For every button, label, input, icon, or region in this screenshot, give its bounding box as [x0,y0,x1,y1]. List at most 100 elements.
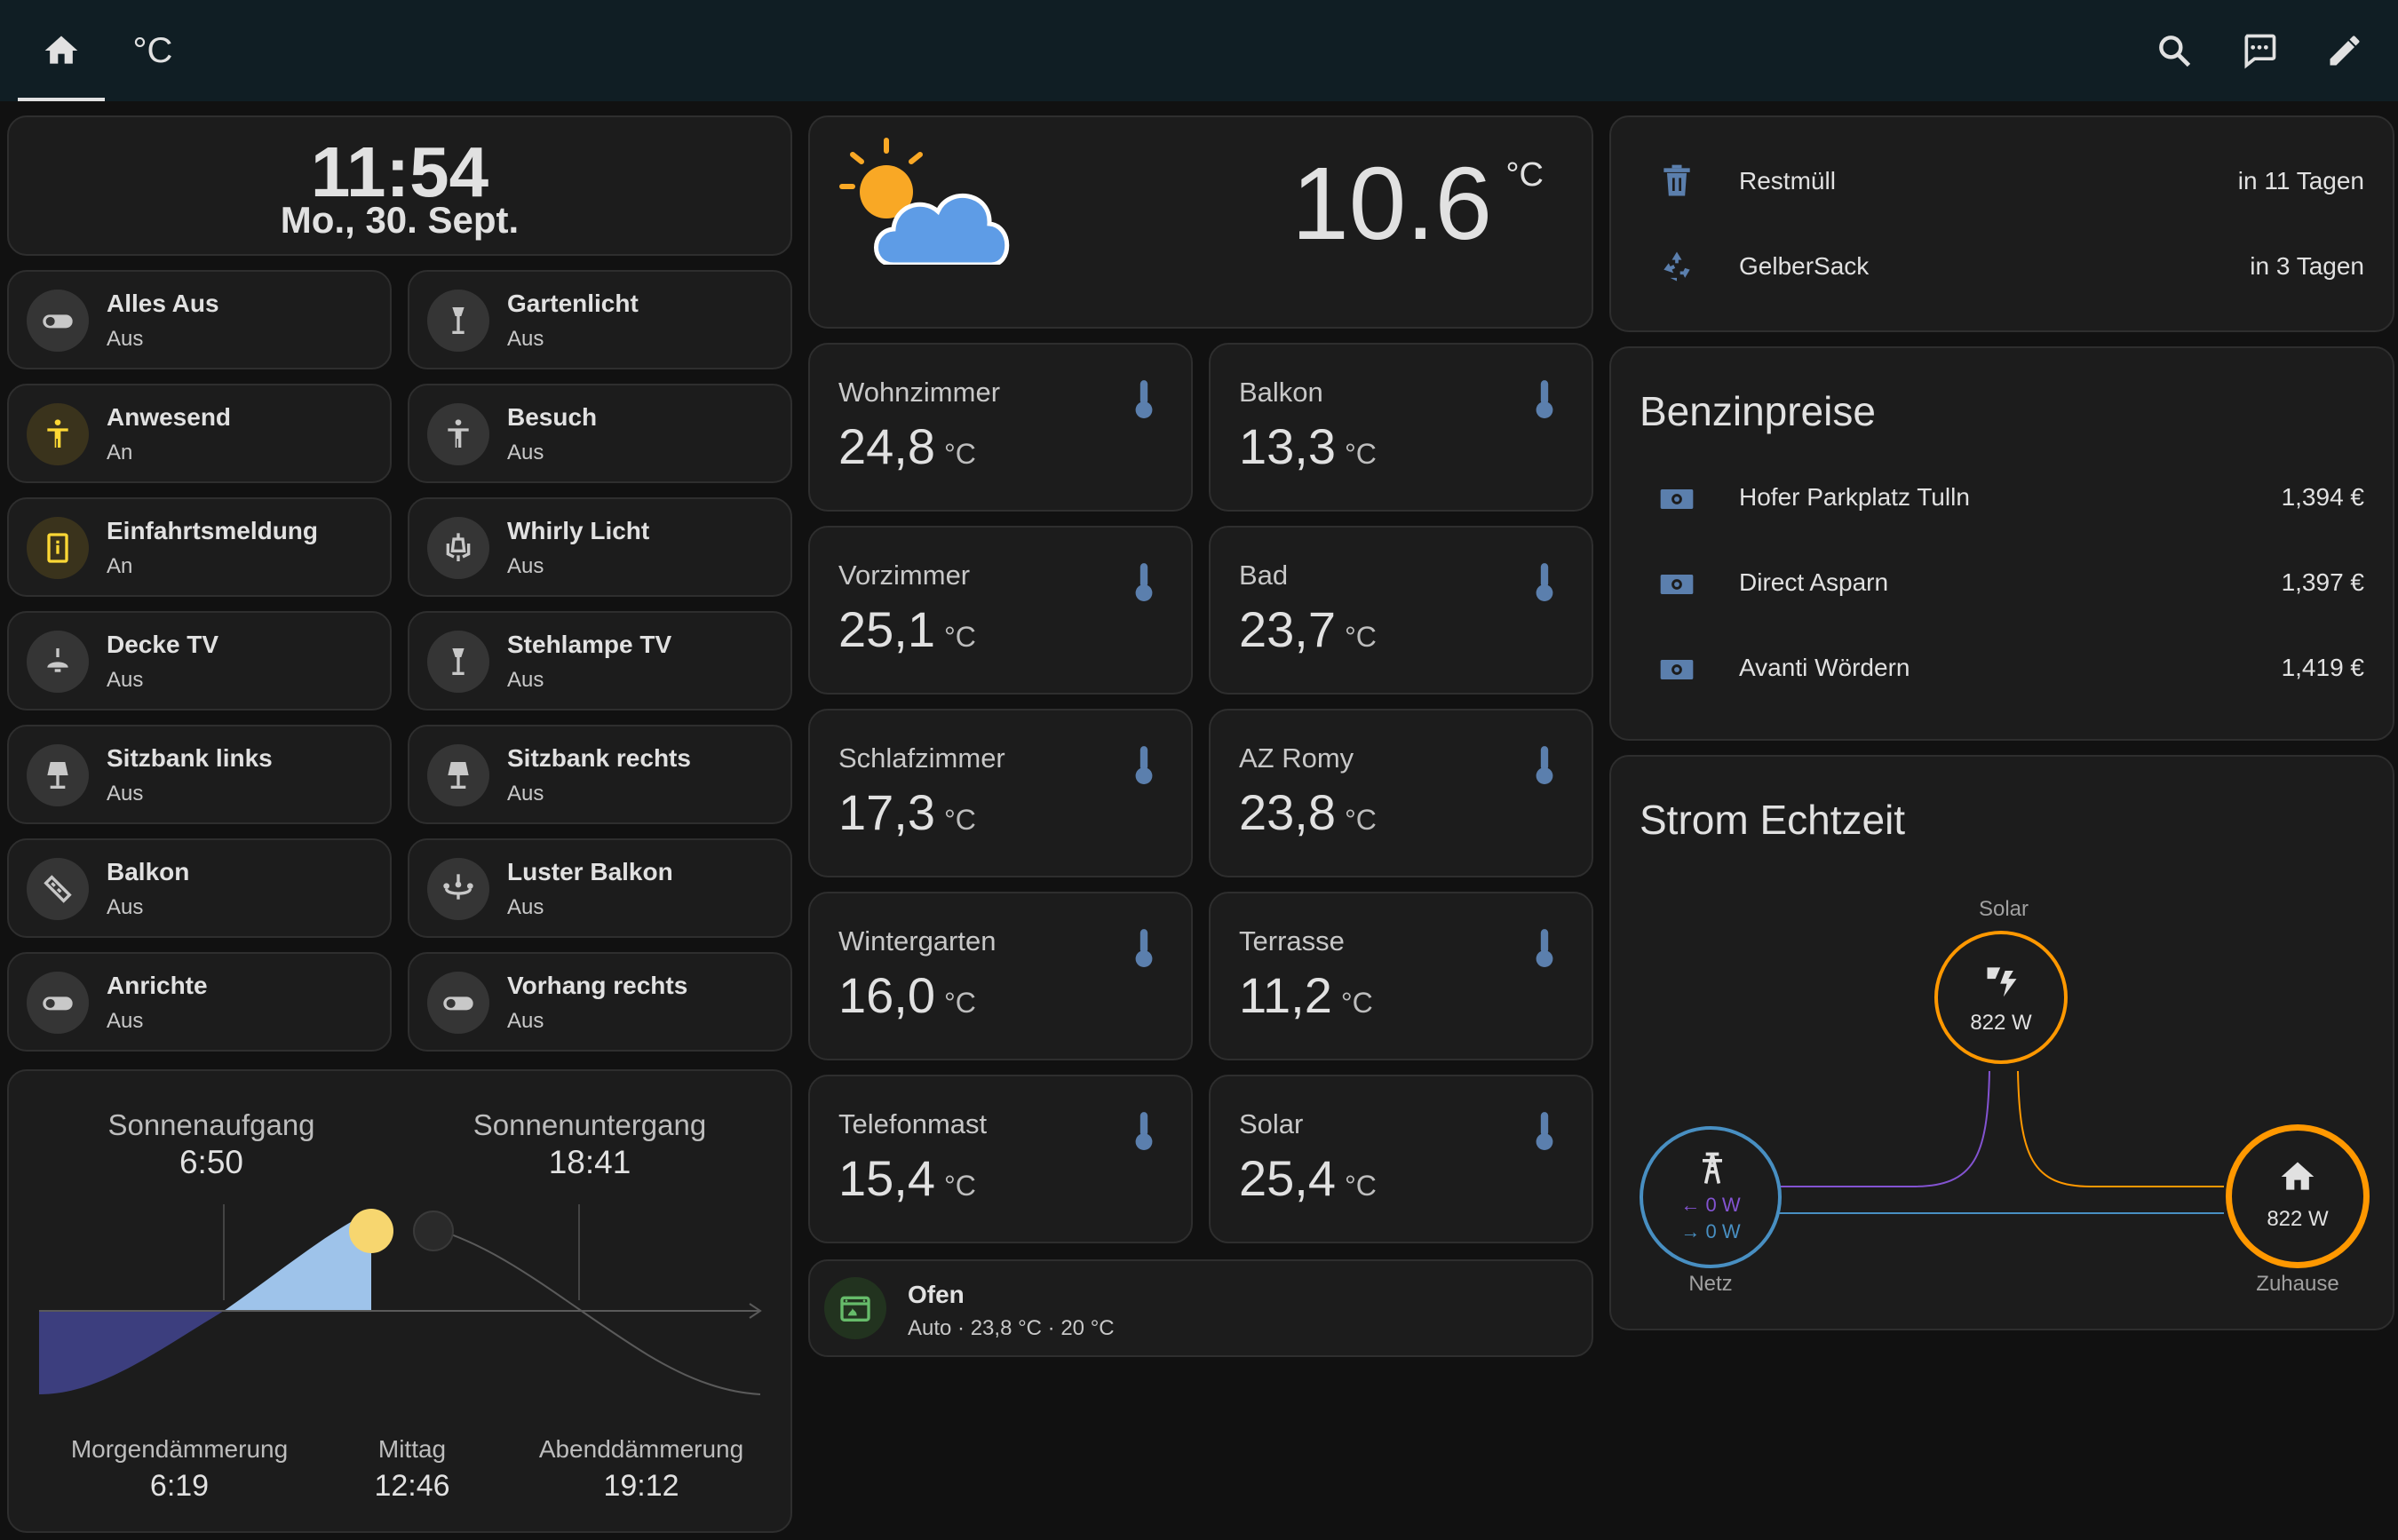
search-icon[interactable] [2155,31,2194,70]
toggle-switch-icon [441,985,476,1020]
sensor-value-row: 17,3 °C [838,783,976,841]
tile-icon-button[interactable] [27,972,89,1034]
sensor-tile-telefonmast[interactable]: Telefonmast 15,4 °C [808,1075,1193,1243]
tile-luster-balkon[interactable]: Luster Balkon Aus [408,838,792,938]
thermometer-icon [1536,746,1553,784]
home-icon [2281,1162,2315,1190]
tile-icon-button[interactable] [427,403,489,465]
sensor-tile-terrasse[interactable]: Terrasse 11,2 °C [1209,892,1593,1060]
tab-temperature[interactable]: °C [115,0,190,101]
sensor-name: Vorzimmer [838,560,971,591]
tile-state: An [107,441,133,464]
home-node[interactable]: 822 W [2226,1124,2370,1268]
tile-icon-button[interactable] [427,744,489,806]
chandelier-icon [441,871,476,907]
sensor-tile-balkon[interactable]: Balkon 13,3 °C [1209,343,1593,512]
fuel-price: 1,397 € [2281,568,2364,596]
tile-name: Stehlampe TV [507,631,672,658]
tile-state: Aus [107,782,144,806]
fuel-price: 1,394 € [2281,483,2364,511]
tile-icon-button[interactable] [427,631,489,693]
tile-gartenlicht[interactable]: Gartenlicht Aus [408,270,792,369]
dusk-time: 19:12 [603,1469,679,1503]
tile-name: Sitzbank rechts [507,744,691,772]
fuel-card-title: Benzinpreise [1640,388,1876,434]
tile-decke-tv[interactable]: Decke TV Aus [7,611,392,710]
sensor-name: Solar [1239,1108,1304,1139]
sunrise-label: Sonnenaufgang [107,1108,315,1141]
tile-icon-button[interactable] [27,290,89,352]
sun-curve-rest [429,1226,761,1395]
tile-icon-button[interactable] [27,744,89,806]
solar-value: 822 W [1970,1011,2032,1035]
thermometer-icon [1135,929,1153,967]
tile-vorhang-rechts[interactable]: Vorhang rechts Aus [408,952,792,1052]
tile-icon-button[interactable] [27,403,89,465]
sensor-tile-schlafzimmer[interactable]: Schlafzimmer 17,3 °C [808,709,1193,877]
tile-icon-button[interactable] [27,631,89,693]
sensor-unit: °C [944,804,976,836]
tile-sitzbank-rechts[interactable]: Sitzbank rechts Aus [408,725,792,824]
sensor-value-row: 23,7 °C [1239,600,1377,658]
tab-home[interactable] [18,0,105,101]
tile-icon-button[interactable] [27,517,89,579]
thermometer-icon [1135,1112,1153,1150]
sensor-value: 13,3 [1239,418,1336,474]
tile-name: Balkon [107,858,190,885]
sensor-value-row: 24,8 °C [838,417,976,475]
sensor-unit: °C [1345,804,1377,836]
tile-stehlampe-tv[interactable]: Stehlampe TV Aus [408,611,792,710]
fuel-station-name: Direct Asparn [1739,568,1889,596]
sensor-unit: °C [1340,987,1373,1019]
grid-node[interactable]: ← 0 W → 0 W [1640,1126,1782,1268]
trash-can-icon [1664,164,1690,196]
thermometer-icon [1536,563,1553,601]
sensor-tile-solar[interactable]: Solar 25,4 °C [1209,1075,1593,1243]
sensor-value: 15,4 [838,1150,935,1206]
tile-alles-aus[interactable]: Alles Aus Aus [7,270,392,369]
home-label: Zuhause [2256,1272,2339,1296]
tile-balkon[interactable]: Balkon Aus [7,838,392,938]
tile-name: Anrichte [107,972,208,999]
sensor-value: 11,2 [1239,967,1332,1023]
sensor-unit: °C [1345,1170,1377,1202]
assist-chat-icon[interactable] [2240,31,2279,70]
sensor-tile-wohnzimmer[interactable]: Wohnzimmer 24,8 °C [808,343,1193,512]
tile-icon-button[interactable] [427,290,489,352]
person-icon [441,417,476,452]
tile-sitzbank-links[interactable]: Sitzbank links Aus [7,725,392,824]
tile-icon-button[interactable] [27,858,89,920]
solar-node[interactable]: 822 W [1934,931,2068,1064]
thermostat-tile-ofen[interactable]: Ofen Auto · 23,8 °C · 20 °C [808,1259,1593,1357]
sensor-tile-wintergarten[interactable]: Wintergarten 16,0 °C [808,892,1193,1060]
sensor-tile-az-romy[interactable]: AZ Romy 23,8 °C [1209,709,1593,877]
weather-card[interactable]: 10.6 °C [808,115,1593,329]
thermostat-icon-wrap[interactable] [824,1277,886,1339]
sensor-tile-bad[interactable]: Bad 23,7 °C [1209,526,1593,695]
tile-besuch[interactable]: Besuch Aus [408,384,792,483]
sensor-value-row: 16,0 °C [838,966,976,1024]
tile-name: Alles Aus [107,290,219,317]
sensor-name: Terrasse [1239,925,1345,957]
thermometer-icon [1536,1112,1553,1150]
sensor-value: 17,3 [838,784,935,840]
tile-state: Aus [507,1009,544,1033]
sensor-tile-vorzimmer[interactable]: Vorzimmer 25,1 °C [808,526,1193,695]
sensor-unit: °C [1345,621,1377,653]
tile-icon-button[interactable] [427,517,489,579]
edit-pencil-icon[interactable] [2325,31,2364,70]
tile-whirly-licht[interactable]: Whirly Licht Aus [408,497,792,597]
tile-name: Luster Balkon [507,858,673,885]
tile-name: Vorhang rechts [507,972,688,999]
tile-name: Whirly Licht [507,517,650,544]
thermometer-icon [1536,380,1553,418]
tile-einfahrtsmeldung[interactable]: Einfahrtsmeldung An [7,497,392,597]
waste-row-value: in 11 Tagen [2237,167,2364,194]
floor-lamp-icon [441,303,476,338]
tile-name: Anwesend [107,403,232,431]
tile-state: Aus [107,327,144,351]
tile-icon-button[interactable] [427,972,489,1034]
tile-anwesend[interactable]: Anwesend An [7,384,392,483]
tile-anrichte[interactable]: Anrichte Aus [7,952,392,1052]
tile-icon-button[interactable] [427,858,489,920]
